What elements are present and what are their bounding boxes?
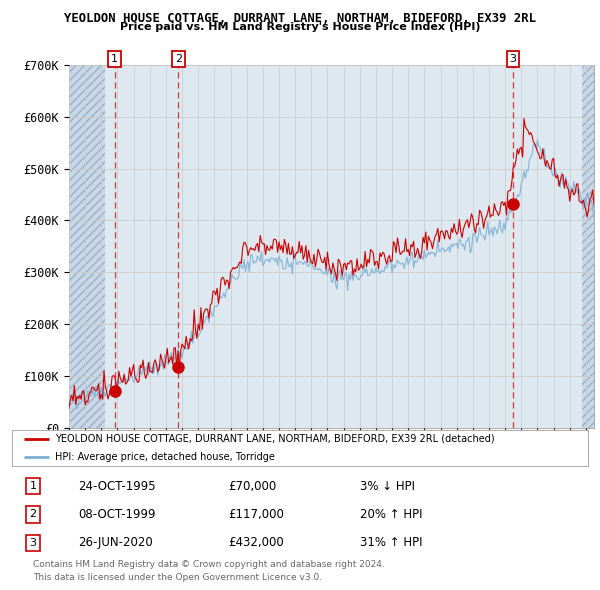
Text: 26-JUN-2020: 26-JUN-2020 (78, 536, 153, 549)
Text: 1: 1 (111, 54, 118, 64)
Text: 3: 3 (29, 538, 37, 548)
Text: YEOLDON HOUSE COTTAGE, DURRANT LANE, NORTHAM, BIDEFORD, EX39 2RL: YEOLDON HOUSE COTTAGE, DURRANT LANE, NOR… (64, 12, 536, 25)
Text: This data is licensed under the Open Government Licence v3.0.: This data is licensed under the Open Gov… (33, 573, 322, 582)
Text: Price paid vs. HM Land Registry's House Price Index (HPI): Price paid vs. HM Land Registry's House … (120, 22, 480, 32)
Text: 08-OCT-1999: 08-OCT-1999 (78, 508, 155, 521)
Text: 31% ↑ HPI: 31% ↑ HPI (360, 536, 422, 549)
Text: £70,000: £70,000 (228, 480, 276, 493)
Text: 2: 2 (29, 510, 37, 519)
Text: 3% ↓ HPI: 3% ↓ HPI (360, 480, 415, 493)
Text: HPI: Average price, detached house, Torridge: HPI: Average price, detached house, Torr… (55, 452, 275, 462)
Text: £117,000: £117,000 (228, 508, 284, 521)
Text: 24-OCT-1995: 24-OCT-1995 (78, 480, 155, 493)
Text: 2: 2 (175, 54, 182, 64)
Bar (582, 65, 594, 428)
Bar (582, 65, 594, 428)
Text: YEOLDON HOUSE COTTAGE, DURRANT LANE, NORTHAM, BIDEFORD, EX39 2RL (detached): YEOLDON HOUSE COTTAGE, DURRANT LANE, NOR… (55, 434, 495, 444)
Text: Contains HM Land Registry data © Crown copyright and database right 2024.: Contains HM Land Registry data © Crown c… (33, 560, 385, 569)
Text: £432,000: £432,000 (228, 536, 284, 549)
Bar (69, 65, 106, 428)
Bar (69, 65, 106, 428)
Text: 20% ↑ HPI: 20% ↑ HPI (360, 508, 422, 521)
Text: 3: 3 (509, 54, 517, 64)
Text: 1: 1 (29, 481, 37, 491)
